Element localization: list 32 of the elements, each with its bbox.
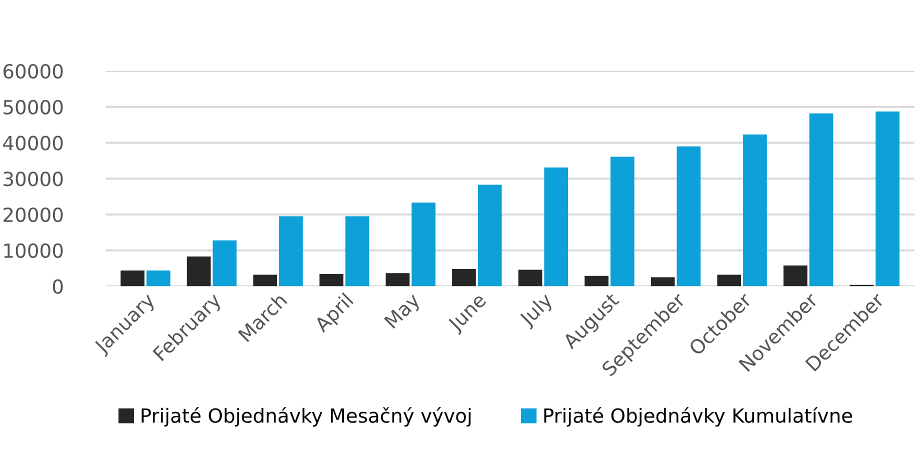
bar — [610, 156, 634, 286]
y-tick-label: 40000 — [3, 136, 63, 150]
bar — [478, 184, 502, 286]
bar — [279, 216, 303, 286]
y-tick-label: 0 — [52, 279, 63, 294]
bar — [212, 240, 237, 286]
y-tick-label: 20000 — [4, 207, 63, 222]
bar — [584, 276, 608, 286]
bar — [186, 256, 211, 286]
bar — [783, 265, 808, 286]
bar — [809, 113, 834, 286]
bar — [253, 274, 278, 286]
bar — [120, 270, 144, 286]
bar — [650, 277, 675, 286]
legend-label: Prijaté Objednávky Kumulatívne — [544, 407, 852, 427]
bar — [544, 168, 568, 286]
bar — [319, 274, 344, 286]
bar — [676, 146, 701, 286]
bar — [518, 270, 542, 286]
y-tick-label: 30000 — [4, 172, 63, 186]
bar — [717, 274, 742, 286]
bar — [412, 202, 436, 286]
y-tick-label: 10000 — [4, 243, 63, 258]
bar — [345, 216, 370, 286]
bar — [452, 269, 476, 286]
bar — [146, 270, 170, 286]
legend-label: Prijaté Objednávky Mesačný vývoj — [142, 407, 471, 427]
bar — [876, 112, 900, 286]
bar — [743, 134, 767, 286]
y-tick-label: 50000 — [4, 100, 63, 115]
y-tick-label: 60000 — [4, 64, 63, 79]
bar — [386, 273, 410, 286]
